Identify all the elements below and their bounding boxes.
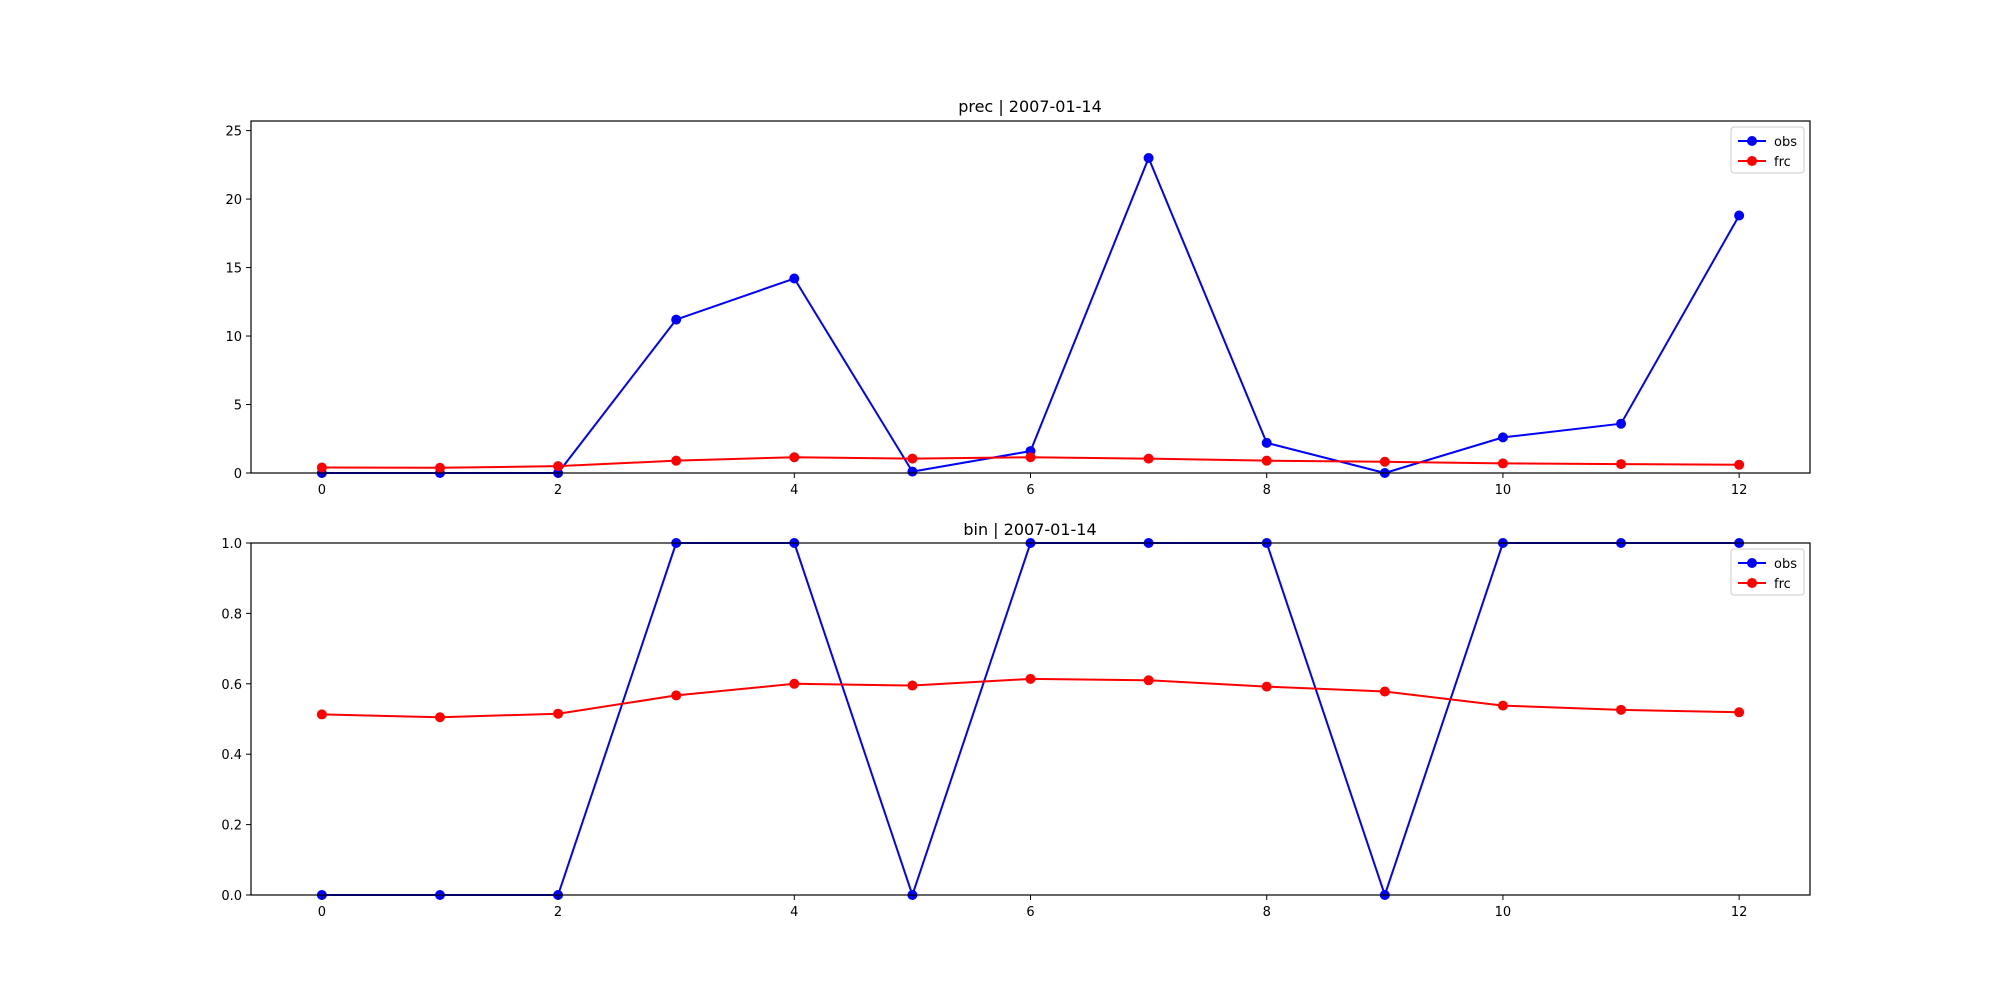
x-tick-label: 6 bbox=[1026, 483, 1034, 498]
data-point-frc bbox=[1379, 686, 1390, 697]
y-tick-label: 15 bbox=[225, 262, 242, 277]
legend-marker-obs bbox=[1747, 136, 1757, 146]
legend-marker-frc bbox=[1747, 156, 1757, 166]
y-tick-label: 25 bbox=[225, 125, 242, 140]
data-point-frc bbox=[907, 453, 918, 464]
y-tick-label: 0.8 bbox=[221, 607, 242, 622]
y-tick-label: 0.2 bbox=[221, 819, 242, 834]
x-tick-label: 2 bbox=[554, 483, 562, 498]
data-point-frc bbox=[1025, 452, 1036, 463]
data-point-frc bbox=[907, 680, 918, 691]
data-point-frc bbox=[316, 709, 327, 720]
y-tick-label: 0.4 bbox=[221, 748, 242, 763]
data-point-frc bbox=[434, 462, 445, 473]
chart-title: bin | 2007-01-14 bbox=[963, 520, 1096, 539]
data-point-frc bbox=[1616, 459, 1627, 470]
data-point-frc bbox=[553, 708, 564, 719]
data-point-frc bbox=[671, 455, 682, 466]
data-point-frc bbox=[789, 678, 800, 689]
data-point-obs bbox=[1261, 437, 1272, 448]
x-tick-label: 12 bbox=[1731, 905, 1748, 920]
plot-area-frame bbox=[250, 120, 1811, 474]
data-point-frc bbox=[1497, 458, 1508, 469]
data-point-frc bbox=[1497, 700, 1508, 711]
y-tick-label: 20 bbox=[225, 193, 242, 208]
x-tick-label: 6 bbox=[1026, 905, 1034, 920]
plot-area-frame bbox=[250, 542, 1811, 896]
x-tick-label: 8 bbox=[1263, 905, 1271, 920]
legend-box bbox=[1730, 126, 1805, 174]
x-tick-label: 4 bbox=[790, 905, 798, 920]
x-tick-label: 10 bbox=[1495, 483, 1512, 498]
data-point-frc bbox=[553, 461, 564, 472]
legend-label-obs: obs bbox=[1774, 135, 1797, 150]
data-point-obs bbox=[1734, 210, 1745, 221]
legend-label-obs: obs bbox=[1774, 557, 1797, 572]
series-line-obs bbox=[321, 542, 1740, 896]
series-line-obs bbox=[321, 156, 1741, 474]
data-point-frc bbox=[1025, 673, 1036, 684]
data-point-frc bbox=[789, 452, 800, 463]
legend-box bbox=[1730, 548, 1805, 596]
legend-label-frc: frc bbox=[1774, 155, 1791, 170]
data-point-frc bbox=[1143, 675, 1154, 686]
y-tick-label: 5 bbox=[234, 399, 242, 414]
x-tick-label: 12 bbox=[1731, 483, 1748, 498]
data-point-frc bbox=[1261, 681, 1272, 692]
data-point-frc bbox=[316, 462, 327, 473]
subplot-precipitation: prec | 2007-01-14 0 2 4 6 8 10 12 0 5 10 15 20 25 obs… bbox=[225, 97, 1811, 498]
series-line-frc bbox=[321, 677, 1740, 719]
x-tick-label: 0 bbox=[318, 905, 326, 920]
data-point-obs bbox=[671, 314, 682, 325]
chart-title: prec | 2007-01-14 bbox=[958, 97, 1102, 116]
data-point-frc bbox=[1261, 455, 1272, 466]
x-tick-label: 8 bbox=[1263, 483, 1271, 498]
data-point-obs bbox=[907, 466, 918, 477]
x-tick-label: 2 bbox=[554, 905, 562, 920]
x-tick-label: 0 bbox=[318, 483, 326, 498]
y-tick-label: 10 bbox=[225, 330, 242, 345]
data-point-frc bbox=[1616, 704, 1627, 715]
x-tick-label: 10 bbox=[1495, 905, 1512, 920]
data-point-frc bbox=[1379, 456, 1390, 467]
data-point-frc bbox=[1734, 707, 1745, 718]
y-tick-label: 0.6 bbox=[221, 678, 242, 693]
legend-marker-obs bbox=[1747, 558, 1757, 568]
data-point-frc bbox=[1734, 459, 1745, 470]
data-point-frc bbox=[671, 690, 682, 701]
legend-marker-frc bbox=[1747, 578, 1757, 588]
legend: obs frc bbox=[1730, 548, 1805, 596]
y-tick-label: 0.0 bbox=[221, 889, 242, 904]
data-point-obs bbox=[1143, 152, 1154, 163]
x-tick-label: 4 bbox=[790, 483, 798, 498]
y-tick-label: 1.0 bbox=[221, 537, 242, 552]
data-point-obs bbox=[1497, 432, 1508, 443]
legend: obs frc bbox=[1730, 126, 1805, 174]
subplot-binary: bin | 2007-01-14 0 2 4 6 8 10 12 0.0 0.2 0.4 0.6 0.… bbox=[221, 520, 1811, 920]
legend-label-frc: frc bbox=[1774, 577, 1791, 592]
data-point-obs bbox=[789, 273, 800, 284]
data-point-obs bbox=[1616, 418, 1627, 429]
data-point-frc bbox=[1143, 453, 1154, 464]
data-point-frc bbox=[434, 712, 445, 723]
y-tick-label: 0 bbox=[234, 467, 242, 482]
